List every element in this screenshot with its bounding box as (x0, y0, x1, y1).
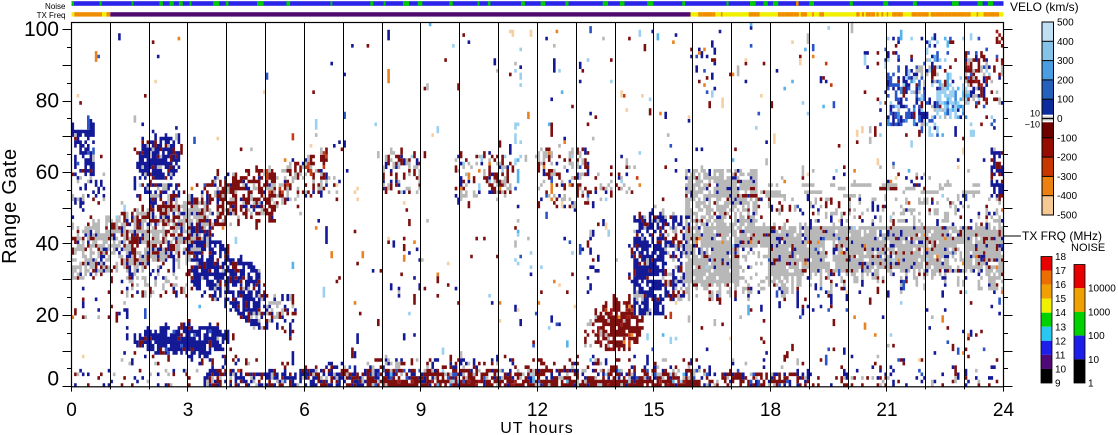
svg-text:21: 21 (876, 400, 897, 421)
svg-text:200: 200 (1057, 75, 1074, 86)
svg-text:400: 400 (1057, 37, 1074, 48)
svg-text:10000: 10000 (1088, 284, 1116, 295)
svg-text:60: 60 (36, 161, 59, 184)
svg-text:−10: −10 (1025, 120, 1040, 130)
svg-text:10: 10 (1055, 364, 1067, 375)
svg-text:Range Gate: Range Gate (0, 148, 21, 264)
svg-text:0: 0 (1057, 114, 1063, 125)
svg-text:-200: -200 (1057, 153, 1077, 164)
svg-text:UT hours: UT hours (500, 420, 574, 435)
svg-text:1: 1 (1088, 379, 1094, 390)
svg-text:15: 15 (643, 400, 664, 421)
svg-text:10: 10 (1088, 355, 1100, 366)
svg-text:9: 9 (416, 400, 427, 421)
svg-text:14: 14 (1055, 308, 1067, 319)
svg-text:18: 18 (760, 400, 781, 421)
svg-text:40: 40 (36, 233, 59, 256)
svg-text:12: 12 (1055, 336, 1067, 347)
svg-text:0: 0 (47, 368, 59, 391)
svg-text:24: 24 (993, 400, 1015, 421)
svg-text:13: 13 (1055, 322, 1067, 333)
svg-text:100: 100 (1057, 95, 1074, 106)
svg-text:300: 300 (1057, 56, 1074, 67)
svg-text:1000: 1000 (1088, 307, 1111, 318)
svg-text:VELO (km/s): VELO (km/s) (1010, 0, 1079, 14)
svg-text:-500: -500 (1057, 211, 1077, 222)
svg-text:11: 11 (1055, 350, 1066, 361)
svg-text:-400: -400 (1057, 191, 1077, 202)
svg-text:6: 6 (299, 400, 310, 421)
svg-text:10: 10 (1030, 109, 1040, 119)
svg-text:TX Freq: TX Freq (37, 11, 66, 20)
svg-text:500: 500 (1057, 18, 1074, 29)
svg-text:NOISE: NOISE (1071, 242, 1105, 254)
svg-text:9: 9 (1055, 379, 1061, 390)
svg-text:15: 15 (1055, 294, 1067, 305)
svg-text:Noise: Noise (45, 2, 66, 11)
svg-text:80: 80 (36, 90, 59, 113)
svg-text:12: 12 (527, 400, 548, 421)
svg-text:3: 3 (183, 400, 194, 421)
svg-text:100: 100 (1088, 331, 1105, 342)
svg-text:TX FRQ (MHz): TX FRQ (MHz) (1022, 229, 1102, 243)
svg-text:-300: -300 (1057, 172, 1077, 183)
svg-text:-100: -100 (1057, 133, 1077, 144)
svg-text:100: 100 (24, 18, 59, 41)
svg-text:16: 16 (1055, 280, 1067, 291)
svg-text:18: 18 (1055, 252, 1067, 263)
svg-text:0: 0 (66, 400, 77, 421)
svg-text:17: 17 (1055, 266, 1067, 277)
svg-text:20: 20 (36, 304, 59, 327)
